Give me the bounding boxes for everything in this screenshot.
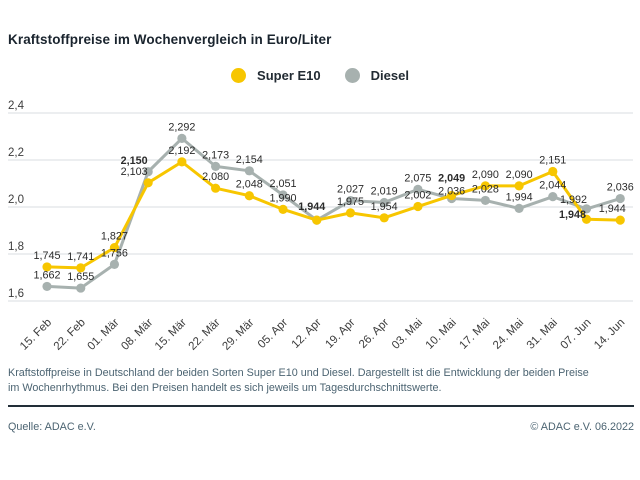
svg-text:2,036: 2,036 [607,182,634,194]
svg-text:1,8: 1,8 [8,241,24,253]
svg-text:22. Mär: 22. Mär [187,317,223,353]
svg-text:2,151: 2,151 [539,155,566,167]
svg-text:1,944: 1,944 [298,201,325,213]
svg-text:2,292: 2,292 [168,121,195,133]
svg-text:2,090: 2,090 [506,169,533,181]
svg-text:10. Mai: 10. Mai [424,317,459,352]
svg-text:01. Mär: 01. Mär [85,317,121,353]
svg-text:2,019: 2,019 [371,186,398,198]
svg-text:2,036: 2,036 [438,186,465,198]
svg-text:2,173: 2,173 [202,149,229,161]
svg-text:1,992: 1,992 [560,194,587,206]
svg-text:2,4: 2,4 [8,100,25,112]
svg-text:1,756: 1,756 [101,247,128,259]
description: Kraftstoffpreise in Deutschland der beid… [8,367,589,395]
svg-text:2,027: 2,027 [337,184,364,196]
svg-text:08. Mär: 08. Mär [119,317,155,353]
svg-text:14. Jun: 14. Jun [592,317,627,352]
svg-text:2,044: 2,044 [539,180,566,192]
legend-label-diesel: Diesel [370,68,409,83]
svg-text:07. Jun: 07. Jun [558,317,593,352]
svg-text:1,741: 1,741 [67,251,94,263]
value-labels-diesel: 1,662 1,655 1,756 2,150 2,292 2,173 2,154 2,051… [33,121,633,283]
value-labels-super-e10: 1,745 1,741 1,827 2,103 2,192 2,080 2,048 1,990… [33,145,625,263]
series-super-e10 [42,157,625,273]
legend-item-diesel: Diesel [344,68,409,83]
svg-text:2,080: 2,080 [202,171,229,183]
chart-title: Kraftstoffpreise im Wochenvergleich in E… [8,32,332,47]
svg-text:29. Mär: 29. Mär [220,317,256,353]
svg-text:1,975: 1,975 [337,196,364,208]
svg-text:12. Apr: 12. Apr [290,317,324,351]
source-text: Quelle: ADAC e.V. [8,421,96,433]
y-axis-labels: 2,4 2,2 2,0 1,8 1,6 [8,100,25,300]
divider [8,405,634,407]
svg-text:2,2: 2,2 [8,147,24,159]
svg-text:26. Apr: 26. Apr [357,317,391,351]
svg-text:1,6: 1,6 [8,288,24,300]
svg-text:2,150: 2,150 [121,155,148,167]
svg-text:1,994: 1,994 [506,191,533,203]
series-diesel [42,133,625,293]
svg-text:19. Apr: 19. Apr [323,317,357,351]
svg-text:31. Mai: 31. Mai [525,317,560,352]
svg-text:1,944: 1,944 [599,203,626,215]
svg-text:2,028: 2,028 [472,183,499,195]
svg-text:15. Mär: 15. Mär [153,317,189,353]
svg-text:03. Mai: 03. Mai [390,317,425,352]
svg-text:24. Mai: 24. Mai [491,317,526,352]
svg-text:2,103: 2,103 [121,166,148,178]
svg-text:2,049: 2,049 [438,172,465,184]
gridlines [8,112,633,302]
footer: Quelle: ADAC e.V. © ADAC e.V. 06.2022 [8,421,634,433]
svg-text:2,051: 2,051 [270,178,297,190]
svg-text:22. Feb: 22. Feb [52,317,88,353]
legend-dot-diesel [344,68,360,83]
svg-text:2,075: 2,075 [404,172,431,184]
legend: Super E10 Diesel [0,68,640,83]
svg-text:2,154: 2,154 [236,154,263,166]
svg-text:1,827: 1,827 [101,231,128,243]
svg-text:1,990: 1,990 [270,192,297,204]
svg-text:15. Feb: 15. Feb [18,317,54,353]
copyright-text: © ADAC e.V. 06.2022 [530,421,634,433]
svg-text:1,662: 1,662 [33,269,60,281]
svg-text:05. Apr: 05. Apr [256,317,290,351]
svg-text:1,655: 1,655 [67,271,94,283]
svg-text:17. Mai: 17. Mai [457,317,492,352]
svg-text:1,745: 1,745 [33,250,60,262]
svg-text:1,948: 1,948 [559,209,586,221]
legend-dot-super-e10 [231,68,247,83]
legend-label-super-e10: Super E10 [257,68,321,83]
legend-item-super-e10: Super E10 [231,68,321,83]
svg-text:1,954: 1,954 [371,201,398,213]
svg-text:2,0: 2,0 [8,194,24,206]
svg-text:2,048: 2,048 [236,179,263,191]
svg-text:2,192: 2,192 [168,145,195,157]
svg-text:2,002: 2,002 [404,190,431,202]
svg-text:2,090: 2,090 [472,169,499,181]
